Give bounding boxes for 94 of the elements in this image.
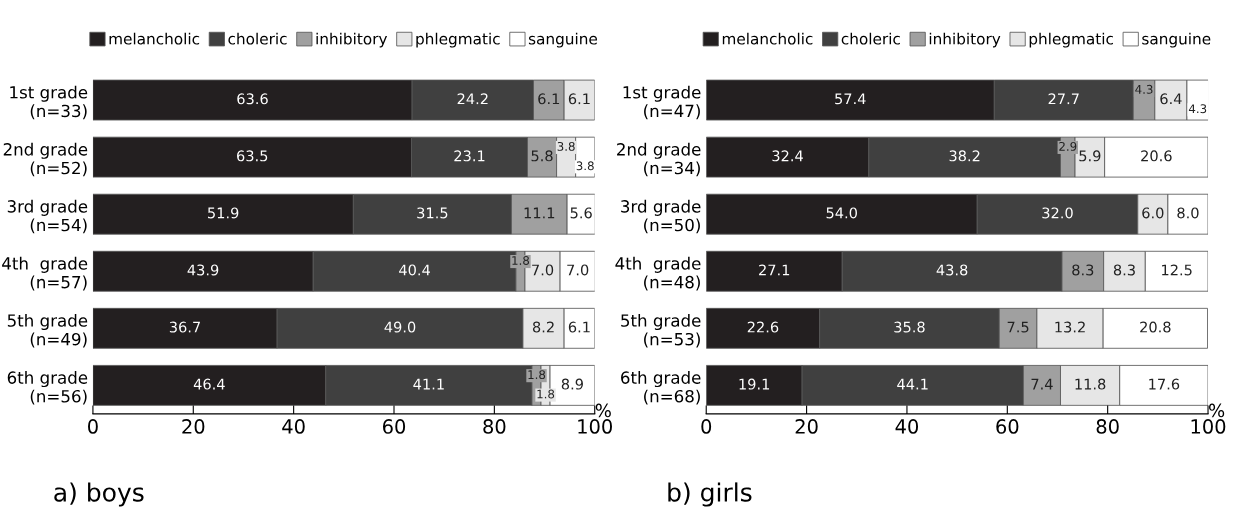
data-label: 4.3 bbox=[1188, 104, 1207, 114]
y-tick-label: 3rd grade (n=54) bbox=[7, 199, 88, 234]
data-label: 7.0 bbox=[532, 264, 554, 276]
data-label: 23.1 bbox=[454, 150, 485, 162]
x-tick-label: 100 bbox=[1191, 419, 1226, 434]
data-label: 27.7 bbox=[1048, 93, 1079, 105]
data-label: 54.0 bbox=[826, 207, 857, 219]
x-tick-label: 0 bbox=[88, 419, 98, 434]
legend-label: sanguine bbox=[528, 32, 598, 48]
y-tick-label: 6th grade (n=68) bbox=[621, 370, 701, 405]
data-label: 6.0 bbox=[1142, 207, 1164, 219]
data-label: 11.1 bbox=[524, 207, 555, 219]
y-tick-label: 2nd grade (n=34) bbox=[617, 142, 701, 177]
data-label: 27.1 bbox=[759, 264, 790, 276]
y-tick-label: 4th grade (n=48) bbox=[615, 256, 701, 291]
text: a) boys bbox=[54, 482, 144, 507]
data-label: 17.6 bbox=[1149, 378, 1180, 390]
data-label: 13.2 bbox=[1055, 321, 1085, 333]
y-tick-label: 5th grade (n=53) bbox=[621, 313, 701, 348]
data-label: 49.0 bbox=[384, 321, 416, 333]
legend-label: inhibitory bbox=[316, 32, 388, 48]
y-tick-label: 4th grade (n=57) bbox=[2, 256, 88, 291]
data-label: 5.8 bbox=[531, 150, 553, 162]
legend-label: phlegmatic bbox=[1029, 32, 1113, 48]
data-label: 6.1 bbox=[568, 321, 590, 333]
data-label: 12.5 bbox=[1162, 264, 1192, 276]
data-label: 3.8 bbox=[557, 141, 575, 151]
data-label: 6.4 bbox=[1160, 93, 1182, 105]
data-label: 5.6 bbox=[570, 207, 592, 219]
data-label: 3.8 bbox=[576, 161, 594, 171]
y-tick-label: 6th grade (n=56) bbox=[7, 370, 88, 405]
legend-label: choleric bbox=[841, 32, 900, 45]
y-tick-label: 2nd grade (n=52) bbox=[3, 142, 88, 177]
x-tick-label: 0 bbox=[701, 419, 712, 434]
legend-label: sanguine bbox=[1142, 32, 1211, 48]
data-label: 57.4 bbox=[835, 93, 866, 105]
data-label: 24.2 bbox=[457, 93, 488, 105]
x-tick-label: 40 bbox=[895, 419, 919, 434]
data-label: 8.3 bbox=[1072, 264, 1094, 276]
y-tick-label: 5th grade (n=49) bbox=[7, 313, 88, 348]
x-tick-label: 60 bbox=[382, 419, 406, 434]
data-label: 8.3 bbox=[1113, 264, 1135, 276]
x-tick-label: 80 bbox=[483, 419, 506, 434]
data-label: 40.4 bbox=[399, 264, 430, 276]
data-label: 20.6 bbox=[1141, 150, 1172, 162]
data-label: 20.8 bbox=[1140, 321, 1171, 333]
x-tick-label: 40 bbox=[282, 419, 305, 434]
data-label: 8.2 bbox=[532, 321, 554, 333]
legend-label: choleric bbox=[228, 32, 287, 45]
legend-label: melancholic bbox=[109, 32, 200, 45]
data-label: 46.4 bbox=[193, 378, 225, 390]
data-label: 7.0 bbox=[567, 264, 589, 276]
data-label: 31.5 bbox=[417, 207, 448, 219]
legend-label: inhibitory bbox=[929, 32, 1001, 48]
data-label: 8.9 bbox=[561, 378, 583, 390]
x-tick-label: 100 bbox=[578, 419, 612, 434]
y-tick-label: 1st grade (n=33) bbox=[10, 85, 88, 120]
data-label: 22.6 bbox=[747, 321, 779, 333]
data-label: 1.8 bbox=[537, 389, 555, 399]
text: b) girls bbox=[668, 482, 752, 507]
x-tick-label: 80 bbox=[1096, 419, 1119, 434]
y-tick-label: 3rd grade (n=50) bbox=[621, 199, 701, 234]
x-tick-label: 20 bbox=[795, 419, 818, 434]
data-label: 19.1 bbox=[739, 378, 770, 390]
data-label: 43.8 bbox=[936, 264, 968, 276]
data-label: 2.9 bbox=[1059, 141, 1077, 151]
data-label: 63.6 bbox=[237, 93, 268, 105]
x-tick-label: 60 bbox=[996, 419, 1019, 434]
data-label: 6.1 bbox=[568, 93, 590, 105]
data-label: 35.8 bbox=[894, 321, 925, 333]
data-label: 6.1 bbox=[538, 93, 560, 105]
x-axis-title: % bbox=[595, 403, 611, 418]
data-label: 4.3 bbox=[1135, 84, 1153, 94]
y-tick-label: 1st grade (n=47) bbox=[623, 85, 701, 120]
data-label: 11.8 bbox=[1075, 378, 1106, 390]
data-label: 7.5 bbox=[1007, 321, 1029, 333]
x-axis-title: % bbox=[1209, 403, 1225, 418]
data-label: 1.8 bbox=[528, 370, 546, 380]
data-label: 1.8 bbox=[512, 256, 530, 265]
data-label: 43.9 bbox=[187, 264, 219, 276]
data-label: 41.1 bbox=[413, 378, 444, 390]
text: melancholic bbox=[722, 32, 813, 45]
data-label: 7.4 bbox=[1031, 378, 1053, 390]
data-label: 44.1 bbox=[897, 378, 928, 390]
data-label: 63.5 bbox=[237, 150, 268, 162]
data-label: 36.7 bbox=[169, 321, 200, 333]
data-label: 32.4 bbox=[772, 150, 803, 162]
data-label: 38.2 bbox=[949, 150, 980, 162]
data-label: 8.0 bbox=[1177, 207, 1199, 219]
data-label: 5.9 bbox=[1079, 150, 1101, 162]
x-tick-label: 20 bbox=[182, 419, 205, 434]
data-label: 51.9 bbox=[208, 207, 239, 219]
legend-label: phlegmatic bbox=[416, 32, 500, 48]
data-label: 32.0 bbox=[1042, 207, 1073, 219]
